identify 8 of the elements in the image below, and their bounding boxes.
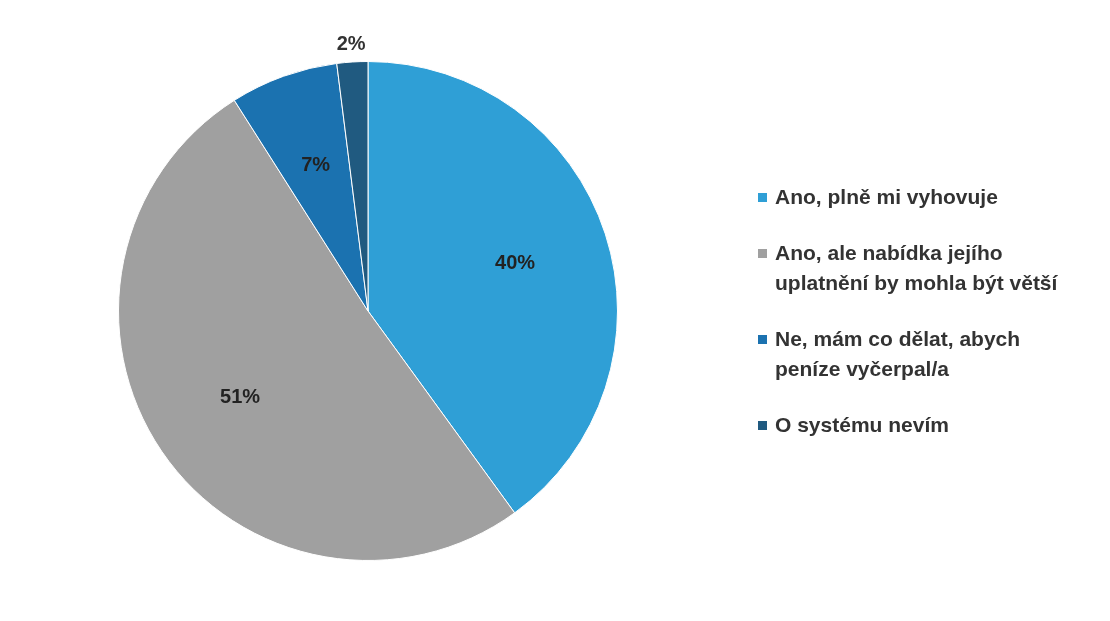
legend-label: Ano, plně mi vyhovuje — [775, 183, 998, 210]
legend-label: O systému nevím — [775, 411, 949, 438]
legend-label: Ne, mám co dělat, abych peníze vyčerpal/a — [775, 325, 1022, 382]
data-label: 7% — [301, 152, 331, 175]
data-label: 51% — [220, 384, 261, 407]
legend-label: Ano, ale nabídka jejího uplatnění by mohla být větší — [775, 239, 1059, 296]
data-label: 40% — [495, 250, 536, 273]
data-label: 2% — [336, 31, 366, 54]
